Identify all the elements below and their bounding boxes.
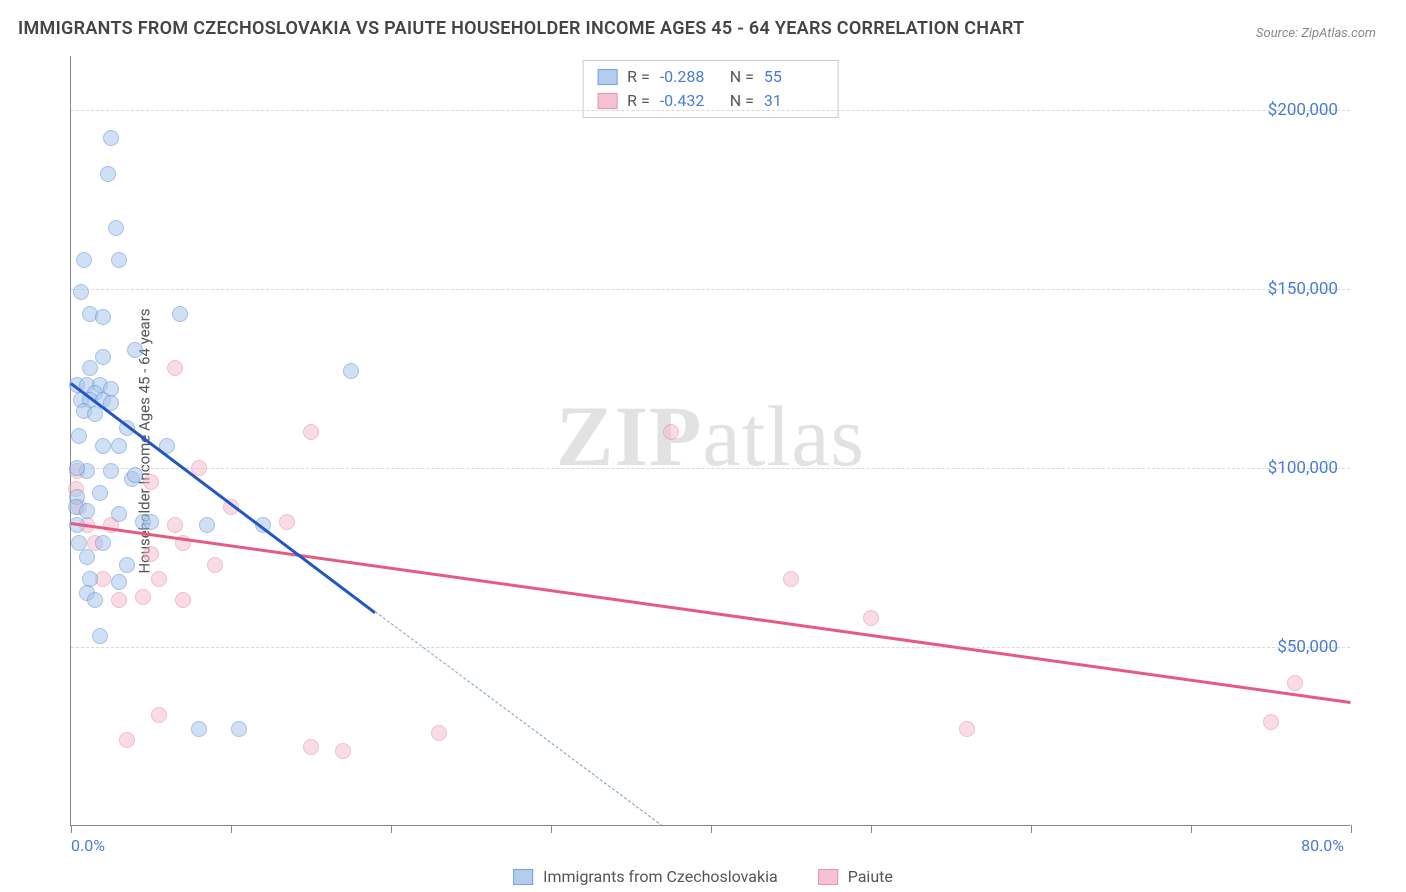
x-tick: [391, 825, 392, 833]
data-point: [111, 592, 127, 608]
data-point: [863, 610, 879, 626]
data-point: [95, 438, 111, 454]
data-point: [172, 306, 188, 322]
chart-title: IMMIGRANTS FROM CZECHOSLOVAKIA VS PAIUTE…: [18, 18, 1024, 39]
stats-row-series1: R = -0.288 N = 55: [597, 65, 824, 89]
swatch-series1: [597, 69, 617, 85]
legend-item-series2: Paiute: [818, 867, 893, 886]
r-label: R =: [627, 65, 650, 89]
data-point: [127, 467, 143, 483]
x-tick: [711, 825, 712, 833]
legend-label-series1: Immigrants from Czechoslovakia: [543, 867, 778, 886]
watermark-light: atlas: [702, 388, 865, 484]
data-point: [335, 743, 351, 759]
data-point: [79, 549, 95, 565]
y-tick-label: $100,000: [1268, 458, 1338, 478]
data-point: [959, 721, 975, 737]
data-point: [207, 557, 223, 573]
data-point: [119, 557, 135, 573]
legend-item-series1: Immigrants from Czechoslovakia: [513, 867, 778, 886]
x-tick: [231, 825, 232, 833]
data-point: [1287, 675, 1303, 691]
data-point: [95, 535, 111, 551]
data-point: [71, 428, 87, 444]
data-point: [143, 474, 159, 490]
data-point: [87, 406, 103, 422]
data-point: [79, 503, 95, 519]
gridline: [71, 647, 1350, 648]
data-point: [151, 707, 167, 723]
data-point: [76, 252, 92, 268]
data-point: [303, 739, 319, 755]
data-point: [82, 360, 98, 376]
data-point: [95, 349, 111, 365]
legend-label-series2: Paiute: [848, 867, 893, 886]
data-point: [231, 721, 247, 737]
data-point: [143, 514, 159, 530]
data-point: [1263, 714, 1279, 730]
data-point: [279, 514, 295, 530]
gridline: [71, 289, 1350, 290]
watermark-bold: ZIP: [556, 388, 702, 484]
data-point: [151, 571, 167, 587]
data-point: [127, 342, 143, 358]
data-point: [100, 166, 116, 182]
watermark: ZIPatlas: [556, 386, 865, 486]
data-point: [108, 220, 124, 236]
x-tick-label-left: 0.0%: [71, 836, 105, 855]
x-tick: [871, 825, 872, 833]
n-label: N =: [730, 65, 754, 89]
data-point: [431, 725, 447, 741]
data-point: [663, 424, 679, 440]
data-point: [111, 506, 127, 522]
data-point: [69, 460, 85, 476]
y-tick-label: $50,000: [1277, 637, 1338, 657]
data-point: [111, 574, 127, 590]
chart-container: Householder Income Ages 45 - 64 years ZI…: [50, 56, 1360, 826]
data-point: [343, 363, 359, 379]
data-point: [92, 628, 108, 644]
gridline: [71, 468, 1350, 469]
x-tick-label-right: 80.0%: [1301, 836, 1344, 855]
data-point: [191, 721, 207, 737]
data-point: [119, 732, 135, 748]
data-point: [95, 309, 111, 325]
data-point: [143, 546, 159, 562]
source-attribution: Source: ZipAtlas.com: [1256, 26, 1376, 41]
y-tick-label: $200,000: [1268, 100, 1338, 120]
trend-line-dashed: [375, 611, 664, 827]
plot-area: ZIPatlas R = -0.288 N = 55 R = -0.432 N …: [70, 56, 1350, 826]
bottom-legend: Immigrants from Czechoslovakia Paiute: [513, 867, 893, 886]
data-point: [783, 571, 799, 587]
legend-swatch-series1: [513, 869, 533, 885]
data-point: [167, 517, 183, 533]
data-point: [135, 589, 151, 605]
data-point: [199, 517, 215, 533]
x-tick: [1351, 825, 1352, 833]
data-point: [103, 130, 119, 146]
x-tick: [1031, 825, 1032, 833]
x-tick: [71, 825, 72, 833]
data-point: [175, 592, 191, 608]
x-tick: [1191, 825, 1192, 833]
data-point: [103, 463, 119, 479]
x-tick: [551, 825, 552, 833]
swatch-series2: [597, 93, 617, 109]
data-point: [87, 592, 103, 608]
legend-swatch-series2: [818, 869, 838, 885]
data-point: [111, 438, 127, 454]
data-point: [303, 424, 319, 440]
data-point: [73, 284, 89, 300]
trend-line: [71, 522, 1351, 704]
gridline: [71, 110, 1350, 111]
data-point: [167, 360, 183, 376]
series1-r-value: -0.288: [660, 65, 720, 89]
data-point: [92, 485, 108, 501]
series1-n-value: 55: [764, 65, 824, 89]
y-tick-label: $150,000: [1268, 279, 1338, 299]
data-point: [111, 252, 127, 268]
